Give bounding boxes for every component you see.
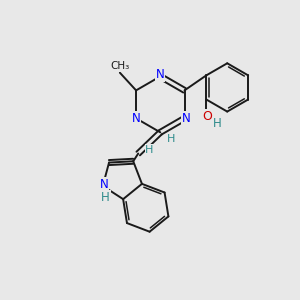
Text: H: H: [213, 117, 222, 130]
Text: O: O: [202, 110, 212, 123]
Text: H: H: [167, 134, 175, 144]
Text: H: H: [145, 145, 154, 155]
Text: N: N: [132, 112, 140, 125]
Text: H: H: [101, 191, 110, 204]
Text: N: N: [182, 112, 190, 125]
Text: N: N: [156, 68, 165, 81]
Text: N: N: [100, 178, 109, 191]
Text: CH₃: CH₃: [110, 61, 130, 71]
